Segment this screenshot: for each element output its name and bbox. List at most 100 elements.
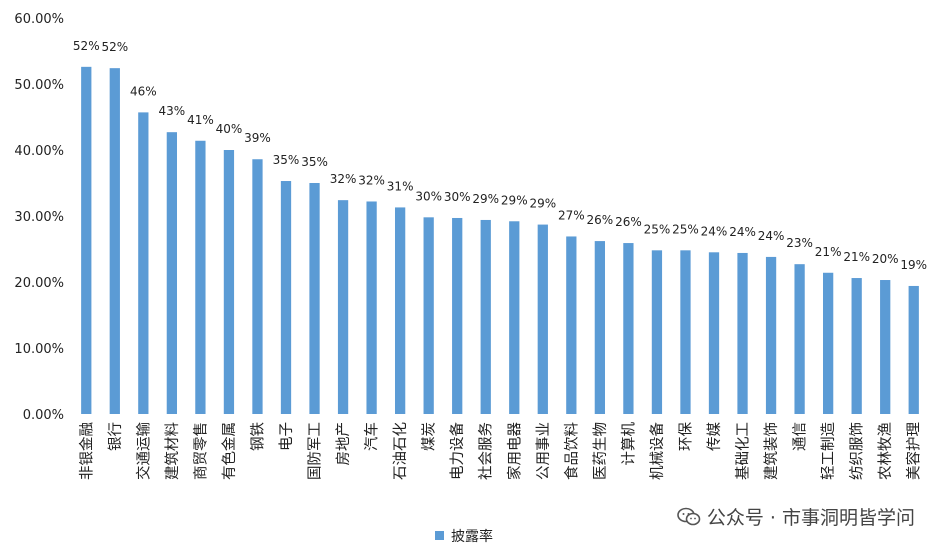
- bar: [223, 150, 235, 414]
- data-label: 29%: [529, 197, 556, 211]
- data-label: 40%: [216, 122, 243, 136]
- y-tick-label: 20.00%: [14, 276, 64, 291]
- x-axis: 非银金融 银行 交通运输 建筑材料 商贸零售 有色金属 钢铁 电子 国防军工 房地产 汽车 石油石化煤…: [78, 422, 922, 480]
- bar: [138, 112, 149, 414]
- data-label: 23%: [786, 236, 813, 250]
- x-tick-label: 有色金属: [221, 422, 238, 480]
- x-tick-label: 石油石化: [392, 422, 409, 480]
- watermark-text: 公众号 · 市事洞明皆学问: [706, 507, 915, 529]
- y-tick-label: 40.00%: [14, 144, 64, 159]
- data-label: 24%: [701, 224, 728, 238]
- x-tick-label: 电子: [278, 422, 295, 451]
- bar: [337, 200, 349, 414]
- data-label: 32%: [358, 173, 385, 187]
- y-tick-label: 50.00%: [14, 78, 64, 93]
- x-tick-label: 社会服务: [478, 422, 495, 480]
- x-tick-label: 房地产: [335, 422, 352, 466]
- x-tick-label: 医药生物: [592, 422, 609, 480]
- x-tick-label: 轻工制造: [820, 422, 837, 480]
- bar: [851, 278, 862, 414]
- x-tick-label: 美容护理: [906, 422, 923, 480]
- x-tick-label: 纺织服饰: [849, 422, 866, 480]
- watermark: 公众号 · 市事洞明皆学问: [677, 503, 915, 530]
- bar: [423, 217, 434, 414]
- x-tick-label: 计算机: [620, 422, 637, 466]
- bar: [822, 272, 834, 414]
- data-label: 52%: [101, 40, 128, 54]
- bar: [708, 252, 720, 414]
- bar: [737, 252, 748, 414]
- x-tick-label: 银行: [107, 422, 124, 451]
- x-tick-label: 钢铁: [249, 422, 266, 451]
- data-label: 24%: [729, 225, 756, 239]
- bar: [623, 243, 634, 414]
- bar: [394, 207, 406, 414]
- data-labels: 52% 52%46%43%41%40%39%35% 35%32% 32% 31%30% 3…: [73, 39, 927, 272]
- x-tick-label: 商贸零售: [192, 422, 209, 480]
- x-tick-label: 公用事业: [535, 422, 552, 480]
- x-tick-label: 基础化工: [735, 422, 752, 480]
- bar: [109, 68, 120, 414]
- wechat-icon: [677, 507, 701, 526]
- x-tick-label: 环保: [677, 422, 694, 451]
- data-label: 26%: [587, 213, 614, 227]
- x-tick-label: 食品饮料: [563, 422, 580, 480]
- data-label: 27%: [558, 208, 585, 222]
- data-label: 35%: [301, 155, 328, 169]
- legend: 披露率: [435, 528, 493, 545]
- data-label: 26%: [615, 215, 642, 229]
- bar: [280, 181, 292, 414]
- x-tick-label: 机械设备: [649, 422, 666, 480]
- y-tick-label: 30.00%: [14, 210, 64, 225]
- x-tick-label: 汽车: [364, 422, 381, 451]
- bar: [252, 159, 263, 414]
- data-label: 21%: [815, 245, 842, 259]
- bar: [81, 66, 92, 414]
- data-label: 25%: [672, 222, 699, 236]
- x-tick-label: 交通运输: [134, 422, 152, 480]
- data-label: 35%: [273, 153, 300, 167]
- x-tick-label: 煤炭: [421, 422, 438, 451]
- bar: [366, 201, 377, 414]
- data-label: 31%: [387, 179, 414, 193]
- legend-label-disclosure-rate: 披露率: [451, 528, 493, 545]
- bar: [594, 241, 606, 414]
- x-tick-label: 国防军工: [307, 422, 324, 480]
- bar: [680, 250, 691, 414]
- data-label: 52%: [73, 39, 100, 53]
- bar: [765, 256, 777, 414]
- bar: [880, 280, 891, 414]
- bar: [195, 140, 206, 414]
- x-tick-label: 传媒: [706, 422, 723, 451]
- bar: [509, 221, 520, 414]
- data-label: 24%: [758, 229, 785, 243]
- bar: [480, 219, 491, 414]
- bar: [309, 183, 320, 414]
- bar: [566, 236, 577, 414]
- data-label: 29%: [472, 192, 499, 206]
- bar: [537, 224, 548, 414]
- y-tick-label: 0.00%: [23, 408, 64, 423]
- y-axis: 0.00% 10.00% 20.00% 30.00% 40.00% 50.00% 60.00…: [14, 12, 64, 423]
- y-tick-label: 10.00%: [14, 342, 64, 357]
- data-label: 19%: [900, 258, 927, 272]
- data-label: 32%: [330, 172, 357, 186]
- bar-series: [81, 66, 919, 414]
- data-label: 20%: [872, 252, 899, 266]
- bar: [651, 250, 663, 414]
- data-label: 43%: [159, 104, 186, 118]
- x-tick-label: 电力设备: [449, 422, 466, 480]
- legend-swatch: [435, 531, 444, 540]
- x-tick-label: 农林牧渔: [877, 422, 894, 480]
- data-label: 25%: [644, 222, 671, 236]
- x-tick-label: 非银金融: [78, 422, 95, 480]
- data-label: 30%: [444, 190, 471, 204]
- x-tick-label: 建筑材料: [164, 422, 181, 480]
- data-label: 41%: [187, 113, 214, 127]
- bar: [166, 132, 178, 414]
- x-tick-label: 通信: [792, 422, 809, 451]
- x-tick-label: 建筑装饰: [763, 422, 780, 480]
- data-label: 30%: [415, 189, 442, 203]
- data-label: 29%: [501, 193, 528, 207]
